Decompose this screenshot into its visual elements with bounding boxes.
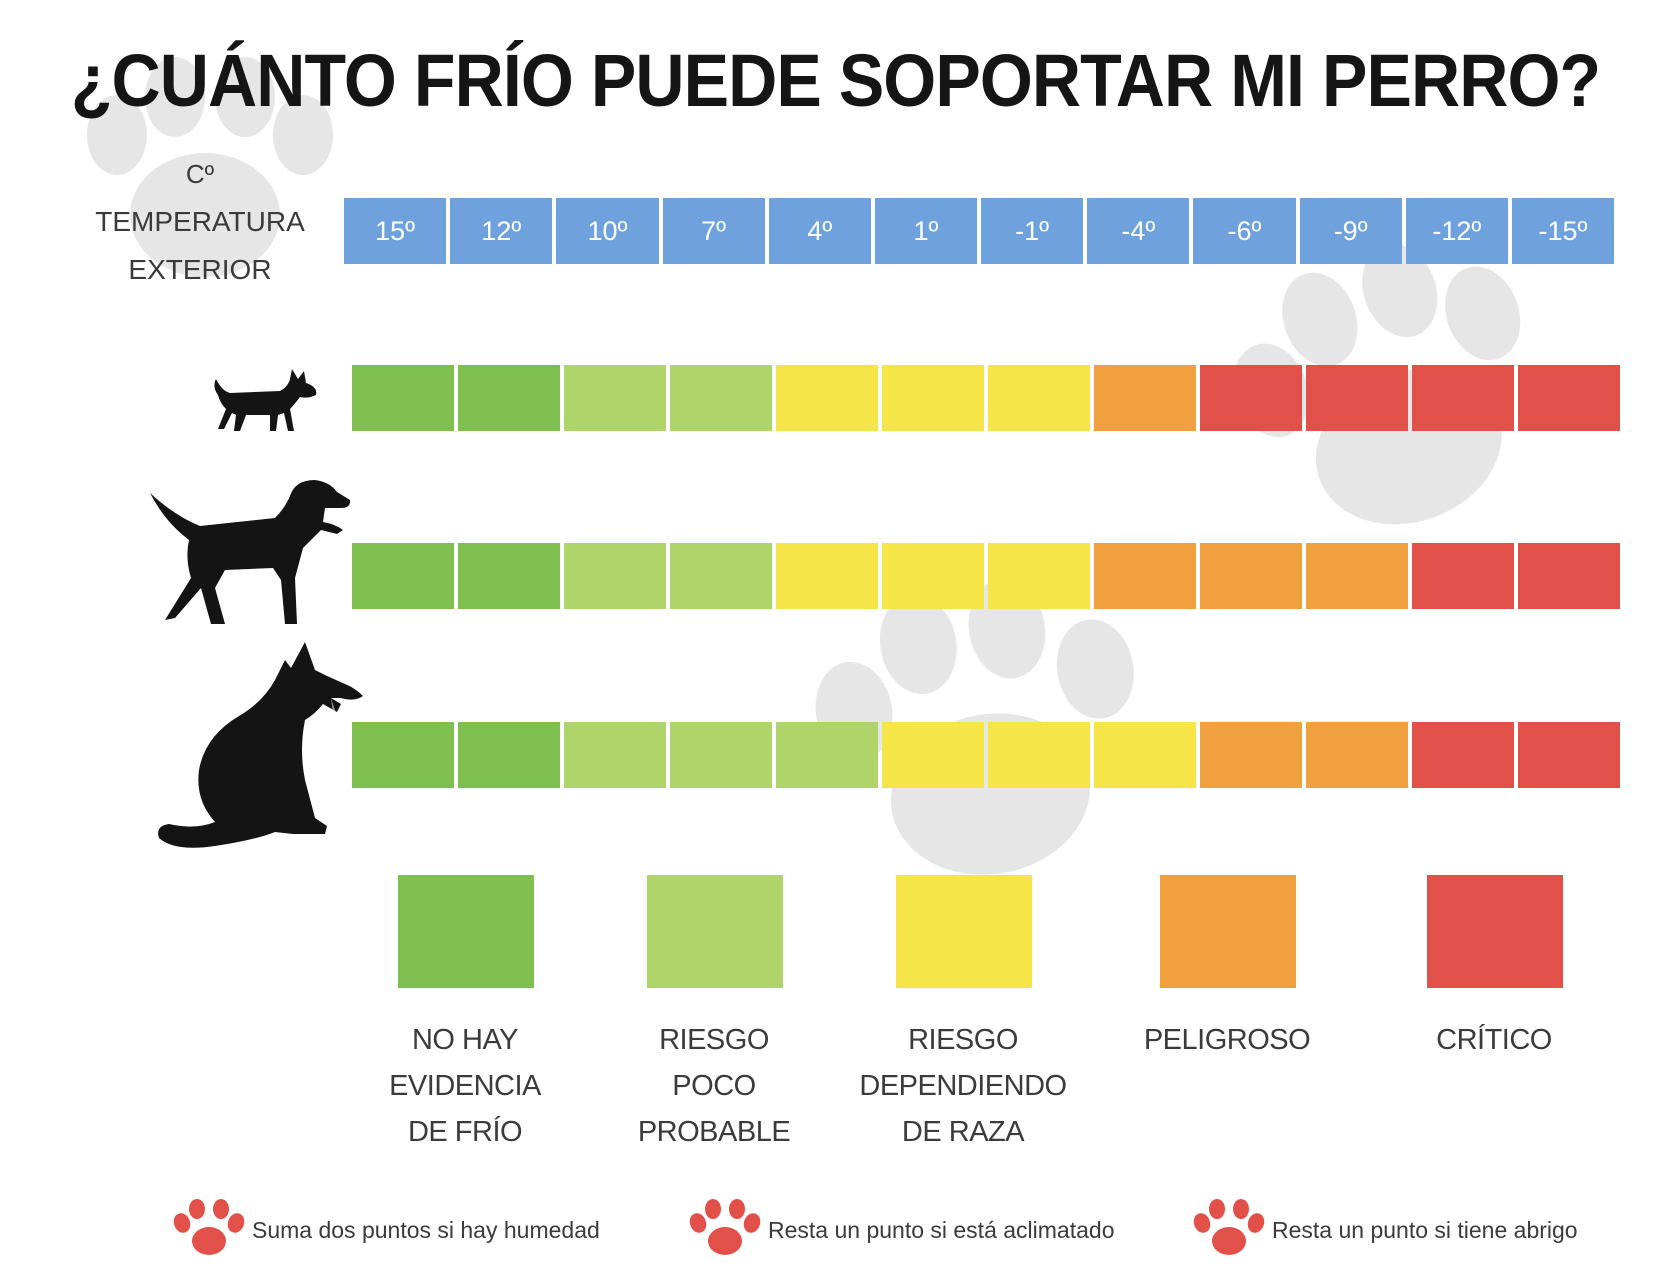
risk-cell-no_hay — [352, 365, 454, 431]
risk-cell-critico — [1200, 365, 1302, 431]
risk-cell-critico — [1518, 543, 1620, 609]
page-title: ¿CUÁNTO FRÍO PUEDE SOPORTAR MI PERRO? — [70, 39, 1601, 122]
risk-cell-depende — [882, 365, 984, 431]
risk-cell-poco — [564, 722, 666, 788]
legend-label-line: PELIGROSO — [1143, 1024, 1311, 1056]
note-item: Resta un punto si tiene abrigo — [1192, 1195, 1578, 1265]
note-text: Resta un punto si tiene abrigo — [1272, 1216, 1578, 1243]
risk-cell-poco — [776, 722, 878, 788]
risk-cell-peligroso — [1200, 722, 1302, 788]
legend-swatch-peligroso — [1160, 875, 1296, 988]
unit-label: Cº — [185, 159, 215, 189]
medium-dog-icon — [150, 480, 351, 624]
small-dog-icon — [214, 369, 317, 431]
legend-label-line: RIESGO — [659, 1024, 769, 1056]
paw-icon — [689, 1199, 761, 1255]
temperature-cell: 1º — [874, 198, 978, 264]
paw-print-bg-icon — [87, 57, 333, 277]
note-text: Resta un punto si está aclimatado — [768, 1216, 1115, 1243]
temperature-cell: 12º — [450, 198, 553, 264]
risk-cell-peligroso — [1306, 722, 1408, 788]
legend-label-line: DE FRÍO — [407, 1116, 523, 1148]
risk-cell-poco — [670, 365, 772, 431]
risk-row-large-dog — [352, 722, 1620, 788]
risk-cell-no_hay — [458, 365, 560, 431]
risk-cell-no_hay — [458, 722, 560, 788]
risk-cell-critico — [1306, 365, 1408, 431]
risk-cell-depende — [776, 543, 878, 609]
temperature-cell: -15º — [1511, 198, 1615, 264]
risk-cell-critico — [1518, 365, 1620, 431]
risk-cell-depende — [776, 365, 878, 431]
legend-label-poco: RIESGO POCO PROBABLE — [584, 1017, 844, 1155]
risk-cell-depende — [882, 722, 984, 788]
legend-label-line: DEPENDIENDO — [859, 1070, 1067, 1102]
temperature-cell: -1º — [981, 198, 1084, 264]
legend-label-peligroso: PELIGROSO — [1097, 1017, 1357, 1063]
legend-swatch-critico — [1427, 875, 1563, 988]
risk-cell-depende — [882, 543, 984, 609]
temperature-label-line1: TEMPERATURA — [95, 206, 305, 237]
legend-label-line: DE RAZA — [901, 1116, 1025, 1148]
paw-icon — [1193, 1199, 1265, 1255]
legend-label-line: PROBABLE — [637, 1116, 791, 1148]
temperature-cell: 4º — [768, 198, 871, 264]
risk-row-small-dog — [352, 365, 1620, 431]
temperature-cell: 15º — [344, 198, 447, 264]
legend-label-depende: RIESGO DEPENDIENDO DE RAZA — [833, 1017, 1093, 1155]
legend-label-line: EVIDENCIA — [389, 1070, 541, 1102]
note-text: Suma dos puntos si hay humedad — [252, 1216, 600, 1243]
risk-cell-critico — [1518, 722, 1620, 788]
legend-label-line: NO HAY — [411, 1024, 519, 1056]
legend-label-line: CRÍTICO — [1436, 1024, 1552, 1056]
temperature-cell: -4º — [1087, 198, 1190, 264]
risk-cell-depende — [988, 543, 1090, 609]
legend-swatch-depende — [896, 875, 1032, 988]
large-dog-icon — [158, 642, 363, 848]
temperature-cell: -6º — [1193, 198, 1296, 264]
risk-cell-peligroso — [1094, 365, 1196, 431]
risk-cell-critico — [1412, 543, 1514, 609]
temperature-cell: 7º — [662, 198, 765, 264]
risk-cell-poco — [564, 365, 666, 431]
risk-cell-peligroso — [1094, 543, 1196, 609]
note-item: Suma dos puntos si hay humedad — [172, 1195, 600, 1265]
risk-cell-depende — [988, 722, 1090, 788]
temperature-cell: -9º — [1299, 198, 1402, 264]
legend-swatch-no_hay — [398, 875, 534, 988]
risk-cell-poco — [670, 722, 772, 788]
risk-cell-poco — [564, 543, 666, 609]
risk-cell-no_hay — [352, 543, 454, 609]
legend-swatch-poco — [647, 875, 783, 988]
paw-icon — [173, 1199, 245, 1255]
risk-cell-critico — [1412, 722, 1514, 788]
risk-cell-depende — [988, 365, 1090, 431]
legend-label-critico: CRÍTICO — [1364, 1017, 1624, 1063]
temperature-cell: 10º — [556, 198, 659, 264]
risk-cell-poco — [670, 543, 772, 609]
note-item: Resta un punto si está aclimatado — [688, 1195, 1114, 1265]
temperature-axis-label: Cº TEMPERATURA EXTERIOR — [70, 150, 330, 294]
risk-cell-critico — [1412, 365, 1514, 431]
risk-cell-peligroso — [1200, 543, 1302, 609]
legend-label-line: POCO — [672, 1070, 756, 1102]
legend-label-no_hay: NO HAY EVIDENCIA DE FRÍO — [335, 1017, 595, 1155]
risk-cell-no_hay — [352, 722, 454, 788]
legend-label-line: RIESGO — [908, 1024, 1018, 1056]
risk-cell-depende — [1094, 722, 1196, 788]
temperature-label-line2: EXTERIOR — [128, 254, 272, 285]
temperature-cell: -12º — [1405, 198, 1508, 264]
risk-row-medium-dog — [352, 543, 1620, 609]
temperature-header-row: 15º 12º 10º 7º 4º 1º -1º -4º -6º -9º -12º -15º — [344, 198, 1615, 264]
risk-cell-no_hay — [458, 543, 560, 609]
risk-cell-peligroso — [1306, 543, 1408, 609]
